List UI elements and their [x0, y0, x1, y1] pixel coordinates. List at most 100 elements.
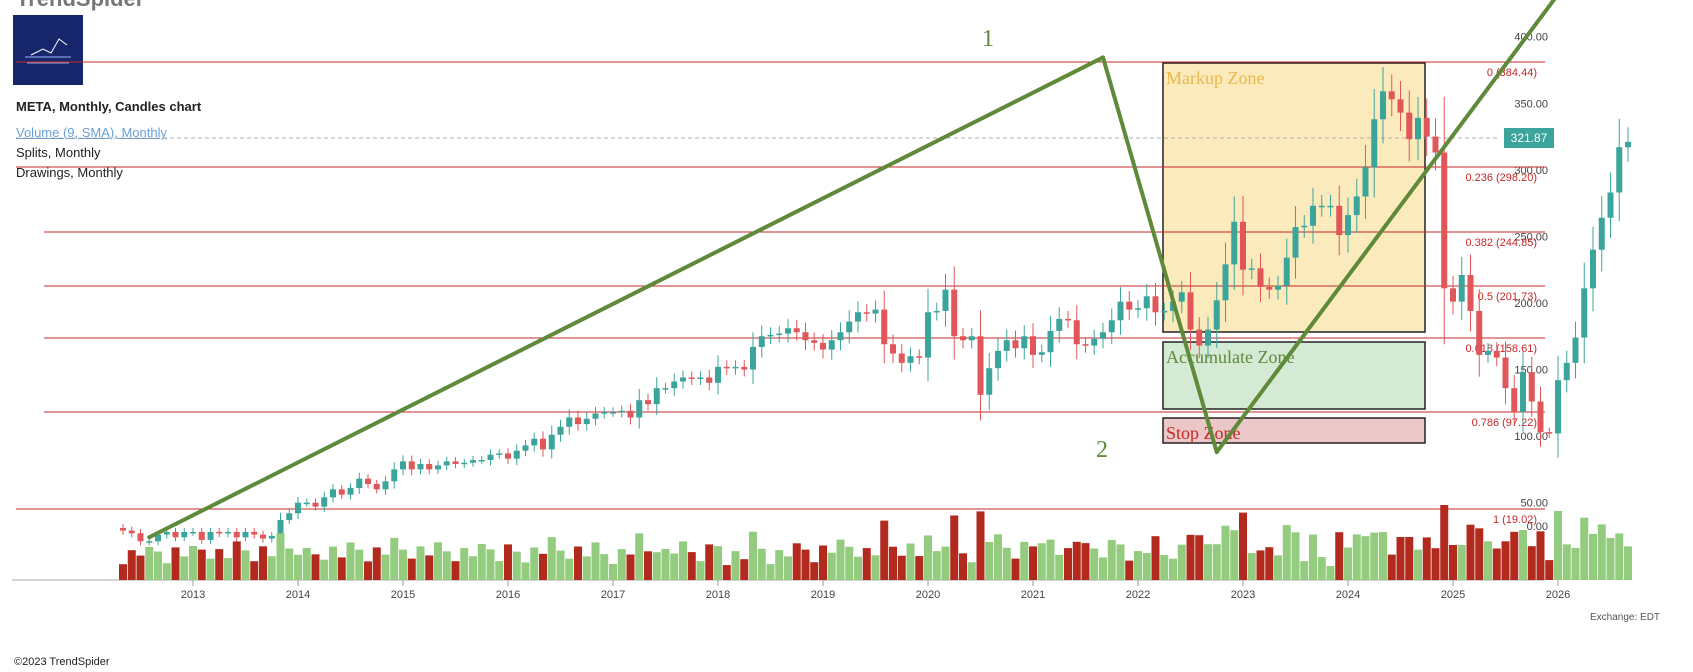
volume-bar: [434, 542, 442, 580]
candle-body: [925, 312, 931, 358]
volume-bar: [399, 549, 407, 580]
volume-bar: [1571, 547, 1580, 580]
candle-body: [382, 481, 389, 490]
candle-body: [408, 461, 415, 470]
volume-bar: [661, 549, 670, 580]
volume-bar: [819, 545, 827, 580]
volume-bar: [180, 556, 189, 580]
candle-body: [277, 519, 284, 536]
candle-body: [575, 417, 581, 425]
candle-body: [557, 426, 564, 435]
candle-body: [1161, 310, 1168, 313]
volume-bar: [1449, 545, 1457, 580]
volume-bar: [1379, 532, 1387, 580]
volume-bar: [1361, 536, 1370, 580]
volume-bar: [1326, 566, 1335, 580]
candle-body: [461, 462, 468, 465]
volume-bar: [924, 535, 932, 580]
zone-label: Accumulate Zone: [1166, 347, 1294, 367]
splits-label[interactable]: Splits, Monthly: [16, 145, 101, 160]
volume-bar: [486, 549, 495, 580]
y-tick-label: 100.00: [1514, 431, 1548, 443]
volume-bar: [407, 558, 416, 580]
candle-body: [496, 453, 503, 455]
candle-body: [995, 350, 1001, 369]
volume-bar: [871, 555, 880, 580]
volume-bar: [1396, 537, 1405, 580]
volume-bar: [1116, 544, 1125, 580]
volume-bar: [1107, 539, 1116, 580]
volume-bar: [1247, 553, 1256, 580]
candle-body: [207, 531, 214, 540]
candle-body: [365, 478, 371, 485]
volume-bar: [1317, 557, 1326, 580]
volume-bar: [1265, 547, 1274, 580]
volume-bar: [1055, 554, 1064, 580]
candle-body: [426, 464, 433, 470]
volume-bar: [547, 537, 556, 580]
candle-body: [627, 410, 634, 418]
candle-body: [505, 453, 511, 459]
candle-body: [732, 366, 739, 369]
copyright: ©2023 TrendSpider: [14, 656, 110, 668]
candle-body: [592, 413, 599, 419]
candle-body: [767, 334, 774, 337]
volume-bar: [1580, 517, 1589, 580]
volume-bar: [749, 531, 757, 580]
candle-body: [855, 312, 861, 322]
candle-body: [1415, 117, 1421, 140]
candle-body: [1073, 320, 1080, 345]
volume-bar: [609, 564, 617, 580]
x-tick-label: 2026: [1546, 589, 1570, 601]
last-price-badge: 321.87: [1504, 128, 1554, 148]
candle-body: [785, 328, 791, 334]
volume-bar: [1011, 558, 1020, 580]
volume-bar: [967, 562, 976, 580]
volume-bar: [932, 551, 941, 580]
volume-bar: [626, 554, 635, 580]
candle-body: [155, 534, 161, 542]
logo-icon: [25, 38, 71, 64]
candle-body: [163, 531, 170, 535]
y-tick-label: 200.00: [1514, 298, 1548, 310]
y-tick-label: 300.00: [1514, 165, 1548, 177]
fib-level-label: 0.786 (97.22): [1472, 417, 1537, 429]
volume-bar: [1186, 534, 1195, 580]
volume-bar: [1624, 546, 1632, 580]
volume-bar: [1466, 524, 1475, 580]
candle-body: [1362, 167, 1369, 197]
fib-level-label: 1 (19.02): [1493, 514, 1537, 526]
candle-body: [1423, 117, 1430, 137]
candle-body: [522, 445, 529, 451]
volume-bar: [539, 553, 547, 580]
x-tick-label: 2016: [496, 589, 520, 601]
candle-body: [715, 366, 721, 383]
candle-body: [443, 461, 450, 466]
volume-bar: [1195, 535, 1204, 580]
volume-bar: [1440, 505, 1449, 580]
volume-bar: [1169, 558, 1177, 580]
volume-bar: [250, 561, 259, 580]
candle-body: [977, 336, 984, 395]
candle-body: [1082, 344, 1089, 346]
volume-bar: [1615, 533, 1624, 580]
drawings-label[interactable]: Drawings, Monthly: [16, 165, 123, 180]
volume-bar: [477, 544, 486, 580]
volume-indicator-label[interactable]: Volume (9, SMA), Monthly: [16, 125, 167, 140]
candle-body: [1537, 401, 1544, 433]
zone-label: Markup Zone: [1166, 68, 1264, 88]
candle-body: [881, 309, 888, 345]
volume-bar: [1405, 537, 1414, 580]
candle-body: [120, 527, 126, 531]
candle-body: [645, 400, 651, 405]
candle-body: [1345, 215, 1351, 236]
candle-body: [1432, 136, 1439, 153]
volume-bar: [652, 552, 661, 580]
candle-body: [1021, 336, 1028, 349]
volume-bar: [1554, 511, 1562, 580]
candle-body: [1030, 336, 1036, 355]
volume-bar: [670, 553, 679, 580]
volume-bar: [390, 537, 399, 580]
candle-body: [1135, 308, 1141, 310]
